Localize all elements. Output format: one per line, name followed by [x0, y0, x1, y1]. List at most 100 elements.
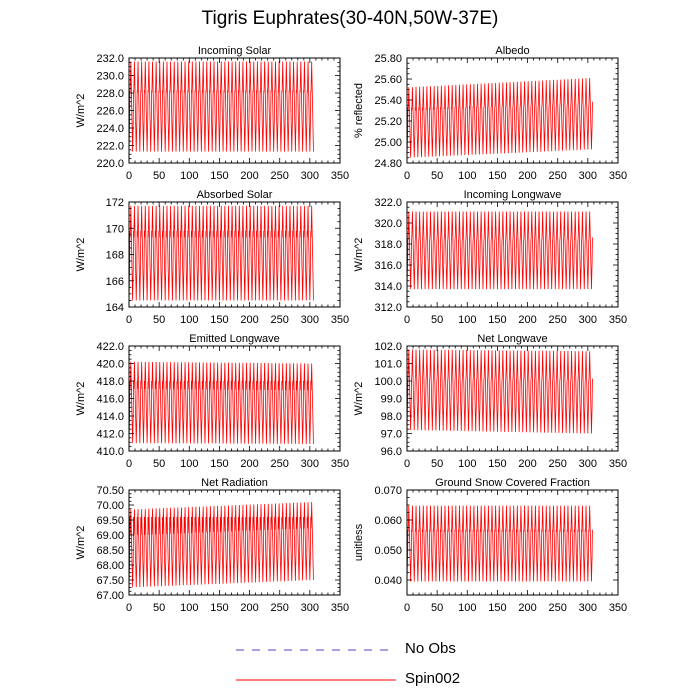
y-tick-label: 322.0 — [374, 197, 402, 209]
x-tick-label: 150 — [488, 602, 506, 614]
series-line-spin002 — [406, 211, 594, 290]
x-tick-label: 300 — [301, 314, 319, 326]
x-tick-label: 50 — [153, 170, 165, 182]
y-tick-label: 97.0 — [381, 429, 402, 441]
y-tick-label: 0.070 — [374, 485, 402, 497]
y-tick-label: 0.040 — [374, 575, 402, 587]
x-tick-label: 350 — [609, 458, 627, 470]
x-tick-label: 200 — [518, 602, 536, 614]
x-tick-label: 50 — [431, 170, 443, 182]
x-tick-label: 300 — [579, 602, 597, 614]
x-tick-label: 350 — [331, 458, 349, 470]
x-tick-label: 100 — [180, 602, 198, 614]
panel-title: Absorbed Solar — [197, 189, 273, 201]
panel-albedo: 0 50 100 150 200 250 300 350 24.80 25.00 25.20 25.4… — [353, 45, 627, 182]
series-line-spin002 — [406, 505, 593, 582]
x-tick-label: 300 — [301, 458, 319, 470]
series-line-spin002 — [128, 205, 314, 301]
panel-ground-snow-covered-fraction: 0 50 100 150 200 250 300 350 0.040 0.050 0.060 0.07… — [353, 477, 627, 614]
x-tick-label: 250 — [271, 314, 289, 326]
x-tick-label: 200 — [518, 170, 536, 182]
y-axis-label: W/m^2 — [75, 382, 87, 416]
x-tick-label: 200 — [518, 458, 536, 470]
x-tick-label: 150 — [488, 458, 506, 470]
x-tick-label: 100 — [458, 314, 476, 326]
page-title: Tigris Euphrates(30-40N,50W-37E) — [201, 8, 499, 29]
y-tick-label: 172 — [106, 197, 124, 209]
x-tick-label: 200 — [240, 314, 258, 326]
y-tick-label: 70.50 — [96, 485, 124, 497]
y-tick-label: 410.0 — [96, 446, 124, 458]
y-tick-label: 164 — [106, 302, 124, 314]
y-tick-label: 101.0 — [374, 359, 402, 371]
x-tick-label: 300 — [301, 602, 319, 614]
x-tick-label: 200 — [240, 170, 258, 182]
legend-label-no-obs: No Obs — [405, 640, 456, 657]
y-tick-label: 226.0 — [96, 106, 124, 118]
y-axis-label: W/m^2 — [75, 526, 87, 560]
y-tick-label: 224.0 — [96, 123, 124, 135]
panel-title: Ground Snow Covered Fraction — [435, 477, 590, 489]
x-tick-label: 0 — [126, 602, 132, 614]
y-tick-label: 320.0 — [374, 218, 402, 230]
series-line-spin002 — [128, 502, 314, 588]
y-tick-label: 99.0 — [381, 394, 402, 406]
y-tick-label: 102.0 — [374, 341, 402, 353]
y-tick-label: 0.050 — [374, 545, 402, 557]
y-tick-label: 230.0 — [96, 71, 124, 83]
x-tick-label: 0 — [404, 314, 410, 326]
x-tick-label: 100 — [458, 170, 476, 182]
x-tick-label: 200 — [240, 602, 258, 614]
y-tick-label: 67.00 — [96, 590, 124, 602]
y-axis-label: W/m^2 — [75, 94, 87, 128]
legend-label-spin002: Spin002 — [405, 670, 461, 687]
x-tick-label: 50 — [431, 602, 443, 614]
panel-incoming-solar: 0 50 100 150 200 250 300 350 220.0 222.0 224.0 226.… — [75, 45, 349, 182]
y-tick-label: 416.0 — [96, 394, 124, 406]
panel-title: Incoming Longwave — [464, 189, 562, 201]
y-tick-label: 24.80 — [374, 158, 402, 170]
x-tick-label: 300 — [301, 170, 319, 182]
y-tick-label: 69.00 — [96, 530, 124, 542]
x-tick-label: 200 — [240, 458, 258, 470]
x-tick-label: 250 — [271, 458, 289, 470]
y-axis-label: W/m^2 — [353, 238, 365, 272]
y-tick-label: 412.0 — [96, 429, 124, 441]
x-tick-label: 250 — [271, 602, 289, 614]
y-tick-label: 222.0 — [96, 141, 124, 153]
y-tick-label: 68.00 — [96, 560, 124, 572]
panel-emitted-longwave: 0 50 100 150 200 250 300 350 410.0 412.0 414.0 416.… — [75, 333, 349, 470]
x-tick-label: 0 — [126, 170, 132, 182]
y-tick-label: 170 — [106, 223, 124, 235]
y-tick-label: 220.0 — [96, 158, 124, 170]
y-tick-label: 25.80 — [374, 53, 402, 65]
panel-net-radiation: 0 50 100 150 200 250 300 350 67.00 67.50 68.00 68.5… — [75, 477, 349, 614]
x-tick-label: 100 — [180, 314, 198, 326]
y-tick-label: 25.60 — [374, 74, 402, 86]
x-tick-label: 100 — [180, 170, 198, 182]
x-tick-label: 250 — [271, 170, 289, 182]
y-tick-label: 316.0 — [374, 260, 402, 272]
y-tick-label: 68.50 — [96, 545, 124, 557]
y-axis-label: unitless — [353, 523, 365, 561]
x-tick-label: 50 — [153, 314, 165, 326]
series-line-spin002 — [128, 61, 314, 152]
x-tick-label: 350 — [331, 170, 349, 182]
y-tick-label: 70.00 — [96, 500, 124, 512]
x-tick-label: 50 — [153, 458, 165, 470]
x-tick-label: 350 — [331, 314, 349, 326]
y-tick-label: 312.0 — [374, 302, 402, 314]
x-tick-label: 50 — [153, 602, 165, 614]
series-line-spin002 — [406, 78, 594, 158]
panel-incoming-longwave: 0 50 100 150 200 250 300 350 312.0 314.0 316.0 318.… — [353, 189, 627, 326]
x-tick-label: 250 — [549, 458, 567, 470]
x-tick-label: 0 — [404, 458, 410, 470]
x-tick-label: 50 — [431, 458, 443, 470]
x-tick-label: 50 — [431, 314, 443, 326]
x-tick-label: 150 — [488, 170, 506, 182]
x-tick-label: 150 — [210, 314, 228, 326]
y-tick-label: 96.0 — [381, 446, 402, 458]
x-tick-label: 300 — [579, 170, 597, 182]
series-line-spin002 — [128, 361, 314, 445]
